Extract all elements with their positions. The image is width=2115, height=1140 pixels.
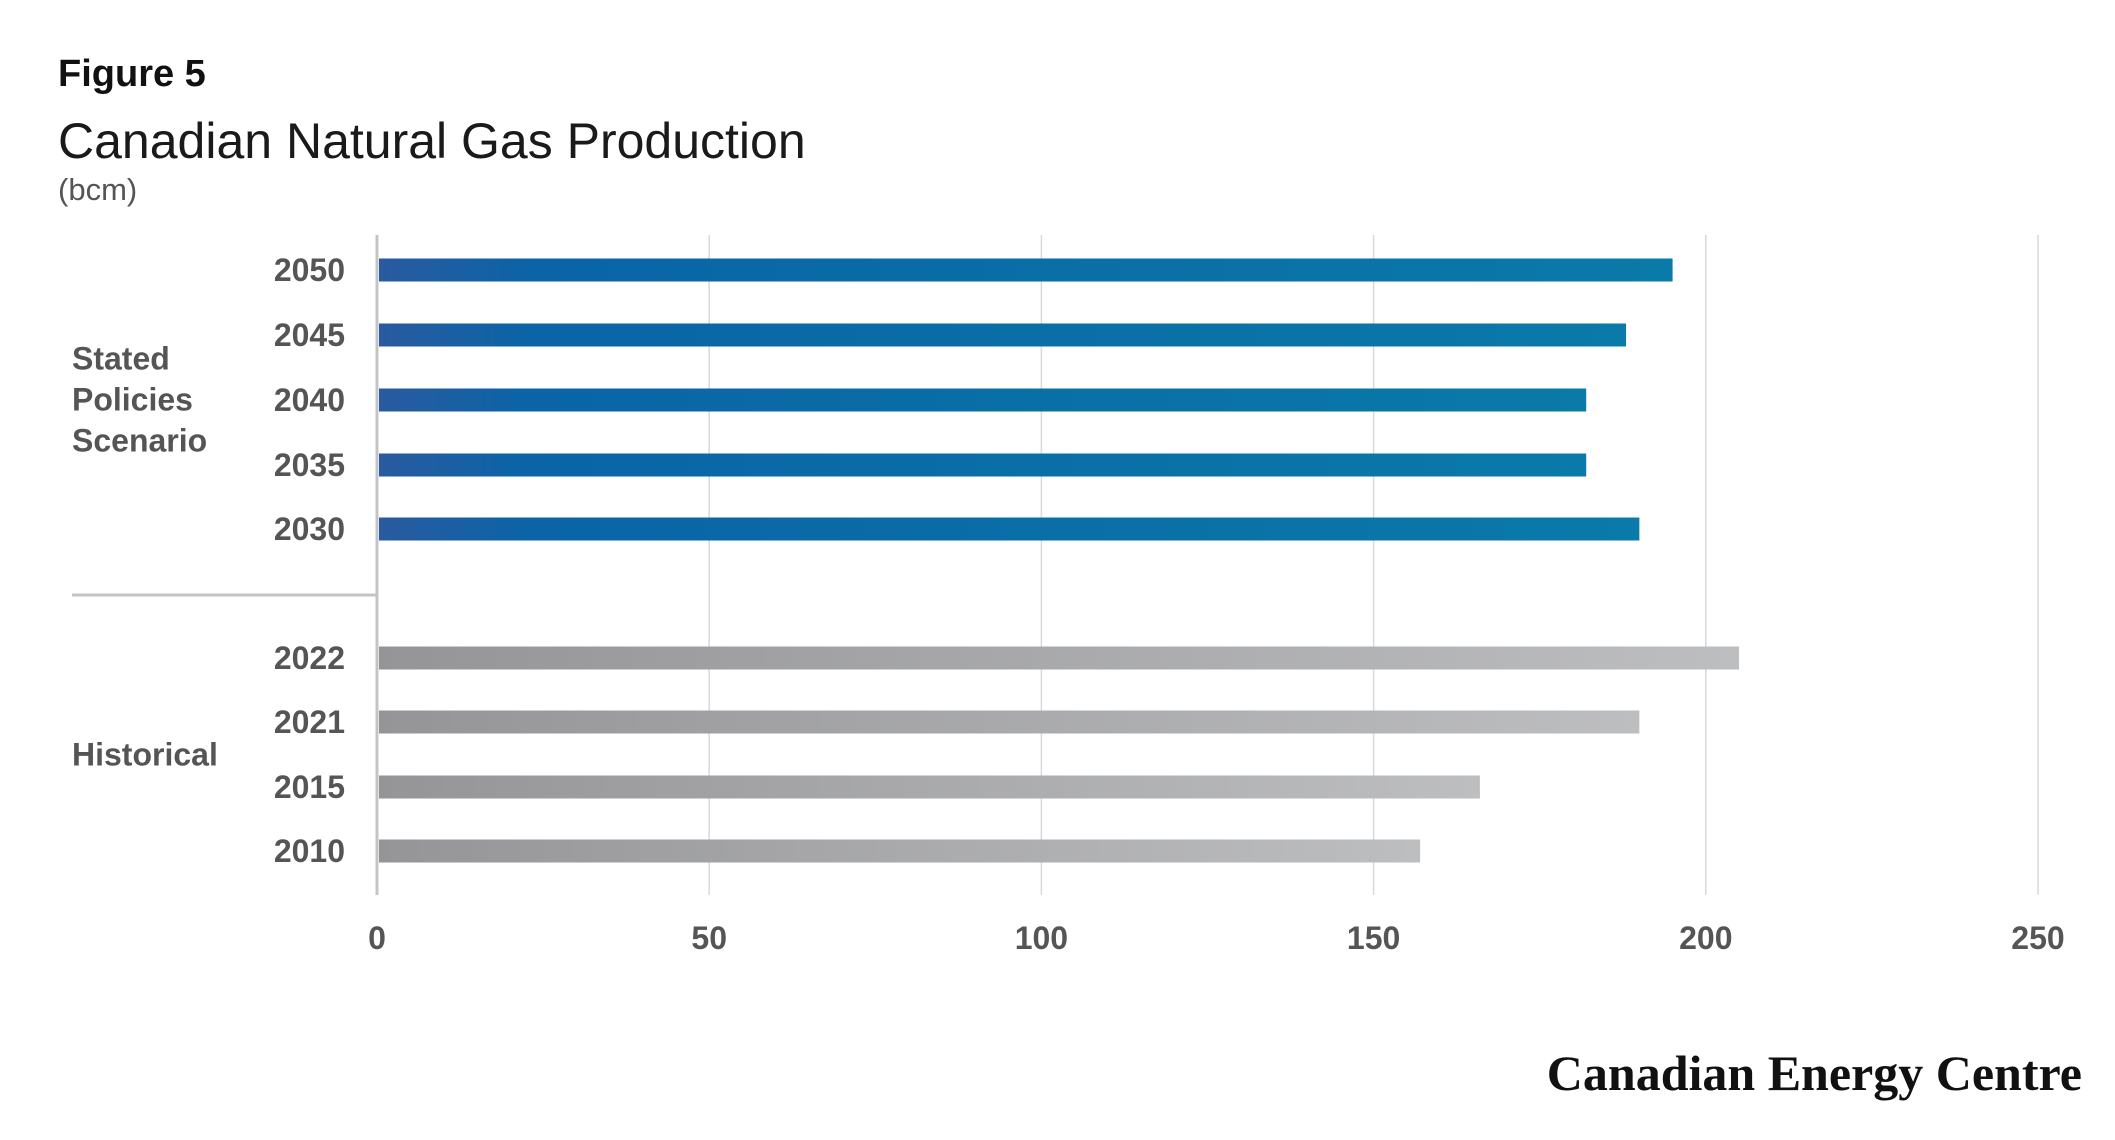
group-label-line: Scenario <box>72 423 207 459</box>
x-axis-tick-labels: 0 50 100 150 200 250 <box>368 920 2065 956</box>
x-tick-label: 200 <box>1679 920 1732 956</box>
category-label: 2040 <box>274 382 345 418</box>
figure-label: Figure 5 <box>58 53 206 95</box>
category-label: 2010 <box>274 833 345 869</box>
chart-title: Canadian Natural Gas Production <box>58 113 806 169</box>
group-label-line: Policies <box>72 382 193 418</box>
bar <box>379 388 1587 412</box>
category-label: 2021 <box>274 704 345 740</box>
bar <box>379 775 1480 799</box>
bar <box>379 517 1640 541</box>
category-labels: 2050 2045 2040 2035 2030 2022 2021 2015 2010 <box>274 252 345 869</box>
category-label: 2015 <box>274 769 345 805</box>
group-label: Stated Policies Scenario <box>72 341 207 459</box>
bar <box>379 710 1640 734</box>
chart-subtitle: (bcm) <box>58 172 137 207</box>
brand-logo: Canadian Energy Centre <box>1547 1045 2082 1101</box>
group-label: Historical <box>72 737 218 773</box>
category-label: 2045 <box>274 317 345 353</box>
bars <box>379 258 1740 863</box>
x-tick-label: 250 <box>2011 920 2064 956</box>
bar <box>379 646 1740 670</box>
x-tick-label: 50 <box>691 920 727 956</box>
category-label: 2030 <box>274 511 345 547</box>
bar <box>379 839 1421 863</box>
group-label-line: Historical <box>72 737 218 773</box>
x-tick-label: 100 <box>1015 920 1068 956</box>
x-tick-label: 0 <box>368 920 386 956</box>
category-label: 2050 <box>274 252 345 288</box>
x-tick-label: 150 <box>1347 920 1400 956</box>
bar <box>379 453 1587 477</box>
group-label-line: Stated <box>72 341 170 377</box>
category-label: 2035 <box>274 447 345 483</box>
group-labels: Stated Policies Scenario Historical <box>72 341 218 773</box>
bar <box>379 258 1673 282</box>
category-label: 2022 <box>274 640 345 676</box>
bar <box>379 323 1627 347</box>
